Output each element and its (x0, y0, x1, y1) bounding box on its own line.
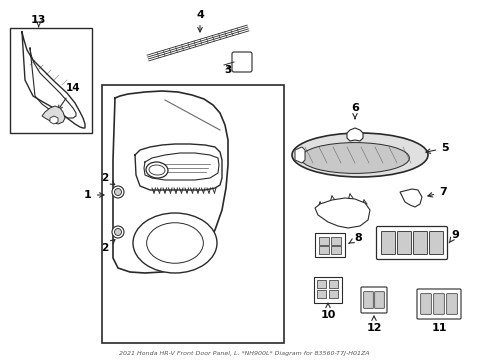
Circle shape (114, 229, 121, 235)
Text: 4: 4 (196, 10, 203, 32)
Polygon shape (399, 189, 421, 207)
FancyBboxPatch shape (318, 246, 328, 253)
Circle shape (112, 186, 124, 198)
Circle shape (112, 226, 124, 238)
FancyBboxPatch shape (363, 292, 372, 308)
Text: 10: 10 (320, 303, 335, 320)
FancyBboxPatch shape (313, 277, 341, 303)
Polygon shape (294, 147, 305, 163)
Polygon shape (50, 116, 58, 124)
Text: 3: 3 (224, 65, 231, 75)
Text: 9: 9 (448, 230, 458, 243)
Ellipse shape (146, 223, 203, 263)
Ellipse shape (300, 143, 408, 174)
FancyBboxPatch shape (328, 280, 337, 288)
Text: 11: 11 (430, 323, 446, 333)
FancyBboxPatch shape (376, 226, 447, 260)
Text: 2: 2 (101, 173, 115, 185)
FancyBboxPatch shape (328, 290, 337, 298)
Text: 6: 6 (350, 103, 358, 119)
FancyBboxPatch shape (360, 287, 386, 313)
FancyBboxPatch shape (413, 231, 427, 255)
FancyBboxPatch shape (420, 294, 430, 314)
FancyBboxPatch shape (316, 280, 325, 288)
FancyBboxPatch shape (316, 290, 325, 298)
FancyBboxPatch shape (330, 237, 340, 244)
FancyBboxPatch shape (330, 246, 340, 253)
FancyBboxPatch shape (433, 294, 444, 314)
Text: 8: 8 (348, 233, 361, 243)
Ellipse shape (149, 165, 164, 175)
FancyBboxPatch shape (397, 231, 411, 255)
Bar (102, 85, 284, 343)
FancyBboxPatch shape (446, 294, 456, 314)
FancyBboxPatch shape (231, 52, 251, 72)
Polygon shape (346, 128, 362, 141)
FancyBboxPatch shape (374, 292, 384, 308)
Text: 2021 Honda HR-V Front Door Panel, L. *NH900L* Diagram for 83560-T7J-H01ZA: 2021 Honda HR-V Front Door Panel, L. *NH… (119, 351, 368, 356)
Circle shape (114, 189, 121, 195)
FancyBboxPatch shape (416, 289, 460, 319)
FancyBboxPatch shape (381, 231, 395, 255)
FancyBboxPatch shape (314, 233, 345, 257)
Polygon shape (42, 106, 65, 124)
Text: 7: 7 (427, 187, 446, 197)
Ellipse shape (146, 162, 168, 178)
Bar (10, 28, 92, 133)
FancyBboxPatch shape (318, 237, 328, 244)
Text: 2: 2 (101, 240, 115, 253)
Text: 13: 13 (31, 15, 46, 25)
FancyBboxPatch shape (428, 231, 443, 255)
Ellipse shape (291, 133, 427, 177)
Text: 1: 1 (84, 190, 104, 200)
Text: 12: 12 (366, 316, 381, 333)
Text: 5: 5 (425, 143, 448, 153)
Ellipse shape (133, 213, 217, 273)
Polygon shape (314, 198, 369, 228)
Text: 14: 14 (58, 83, 80, 110)
